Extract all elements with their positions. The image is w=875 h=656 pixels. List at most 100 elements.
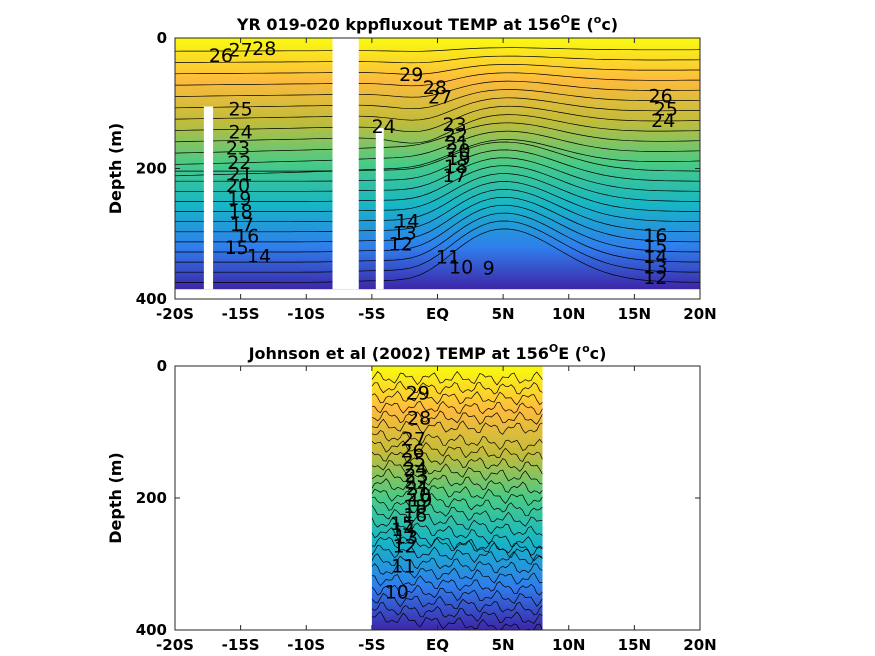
panel-top-isotherm bbox=[175, 89, 700, 110]
contour-label: 19 bbox=[408, 489, 432, 511]
panel-top-isotherm bbox=[175, 47, 700, 52]
panel-bottom-isotherm bbox=[371, 418, 543, 435]
x-tick-label: -20S bbox=[156, 305, 194, 323]
x-tick-label: 20N bbox=[683, 636, 716, 654]
x-tick-label: 15N bbox=[618, 636, 651, 654]
panel-bottom-isotherm bbox=[371, 410, 543, 425]
panel-top-isotherm bbox=[175, 181, 700, 223]
panel-top-isotherm bbox=[175, 122, 700, 154]
panel-bottom-isotherm bbox=[371, 390, 543, 406]
missing-data-band bbox=[203, 106, 214, 290]
panel-bottom-isotherm bbox=[371, 545, 543, 565]
panel-bottom-title: Johnson et al (2002) TEMP at 156OE (oc) bbox=[248, 342, 607, 363]
contour-label: 16 bbox=[643, 225, 667, 247]
contour-label: 21 bbox=[406, 478, 430, 500]
panel-bottom-isotherm bbox=[371, 478, 543, 507]
contour-label: 19 bbox=[446, 148, 470, 170]
panel-bottom-isotherm bbox=[371, 527, 543, 562]
missing-data-band bbox=[332, 38, 359, 290]
contour-label: 11 bbox=[391, 555, 415, 577]
panel-top-isotherm bbox=[175, 228, 700, 283]
contour-label: 18 bbox=[229, 201, 253, 223]
contour-label: 28 bbox=[252, 38, 276, 60]
contour-label: 18 bbox=[403, 496, 427, 518]
contour-label: 27 bbox=[428, 87, 452, 109]
x-tick-label: -10S bbox=[287, 305, 325, 323]
contour-label: 25 bbox=[654, 98, 678, 120]
contour-label: 25 bbox=[229, 98, 253, 120]
x-tick-label: 10N bbox=[552, 305, 585, 323]
contour-label: 27 bbox=[229, 40, 253, 62]
contour-label: 26 bbox=[400, 440, 424, 462]
panel-top-isotherm bbox=[175, 165, 700, 202]
panel-top-isotherm bbox=[175, 64, 700, 75]
contour-label: 24 bbox=[651, 110, 675, 132]
panel-top-isotherm bbox=[175, 173, 700, 212]
panel-top-isotherm bbox=[175, 114, 700, 144]
panel-bottom-isotherm bbox=[371, 429, 543, 451]
contour-label: 11 bbox=[436, 247, 460, 269]
x-tick-label: 10N bbox=[552, 636, 585, 654]
contour-label: 26 bbox=[209, 45, 233, 67]
contour-label: 23 bbox=[226, 138, 250, 160]
panel-top-isotherm bbox=[175, 80, 700, 98]
x-tick-label: 20N bbox=[683, 305, 716, 323]
contour-label: 28 bbox=[423, 77, 447, 99]
contour-label: 27 bbox=[402, 429, 426, 451]
panel-bottom-isotherm bbox=[371, 370, 543, 386]
panel-top-isotherm bbox=[175, 196, 700, 243]
panel-top: YR 019-020 kppfluxout TEMP at 156OE (oc)… bbox=[106, 13, 717, 323]
panel-top-title: YR 019-020 kppfluxout TEMP at 156OE (oc) bbox=[236, 13, 618, 34]
panel-top-isotherm bbox=[175, 157, 700, 192]
contour-label: 12 bbox=[389, 234, 413, 256]
contour-label: 14 bbox=[395, 211, 419, 233]
panel-bottom-isotherm bbox=[371, 440, 543, 462]
panel-top-isotherm bbox=[175, 130, 700, 165]
panel-top-isotherm bbox=[175, 204, 700, 253]
contour-label: 23 bbox=[442, 114, 466, 136]
panel-top-gaps bbox=[203, 38, 384, 290]
panel-top-isotherm bbox=[175, 72, 700, 87]
contour-label: 15 bbox=[225, 237, 249, 259]
y-tick-label: 400 bbox=[136, 290, 167, 308]
panel-bottom-isotherm bbox=[371, 592, 543, 616]
panel-bottom-isotherm bbox=[371, 563, 543, 585]
panel-bottom: Johnson et al (2002) TEMP at 156OE (oc) … bbox=[106, 342, 717, 654]
panel-top-isotherm bbox=[175, 105, 700, 133]
y-tick-label: 0 bbox=[157, 29, 167, 47]
contour-label: 24 bbox=[403, 458, 427, 480]
contour-label: 21 bbox=[229, 164, 253, 186]
y-tick-label: 0 bbox=[157, 357, 167, 375]
y-tick-label: 200 bbox=[136, 160, 167, 178]
contour-label: 13 bbox=[394, 526, 418, 548]
panel-bottom-ylabel: Depth (m) bbox=[106, 452, 125, 544]
panel-top-isotherm bbox=[175, 141, 700, 172]
panel-top-isotherm bbox=[175, 55, 700, 64]
contour-label: 20 bbox=[407, 485, 431, 507]
x-tick-label: -20S bbox=[156, 636, 194, 654]
panel-top-isotherm bbox=[175, 139, 700, 177]
contour-label: 14 bbox=[247, 245, 271, 267]
panel-top-ticks: -20S -15S -10S -5S EQ 5N 10N 15N 20N 0 200 400 bbox=[136, 29, 717, 323]
contour-label: 20 bbox=[226, 175, 250, 197]
panel-bottom-isotherm bbox=[371, 574, 543, 596]
contour-label: 10 bbox=[449, 256, 473, 278]
contour-label: 24 bbox=[372, 116, 396, 138]
panel-bottom-isotherm bbox=[371, 553, 543, 574]
contour-label: 29 bbox=[406, 382, 430, 404]
panel-bottom-ticks: -20S -15S -10S -5S EQ 5N 10N 15N 20N 0 200 400 bbox=[136, 357, 717, 654]
panel-bottom-isotherm bbox=[371, 468, 543, 494]
contour-label: 14 bbox=[643, 246, 667, 268]
panel-bottom-isotherm bbox=[371, 451, 543, 475]
contour-label: 10 bbox=[385, 582, 409, 604]
panel-bottom-isotherm bbox=[371, 536, 543, 556]
contour-label: 16 bbox=[403, 505, 427, 527]
contour-label: 24 bbox=[229, 121, 253, 143]
contour-label: 17 bbox=[442, 165, 466, 187]
contour-label: 22 bbox=[444, 125, 468, 147]
contour-label: 14 bbox=[391, 519, 415, 541]
contour-label: 23 bbox=[404, 465, 428, 487]
